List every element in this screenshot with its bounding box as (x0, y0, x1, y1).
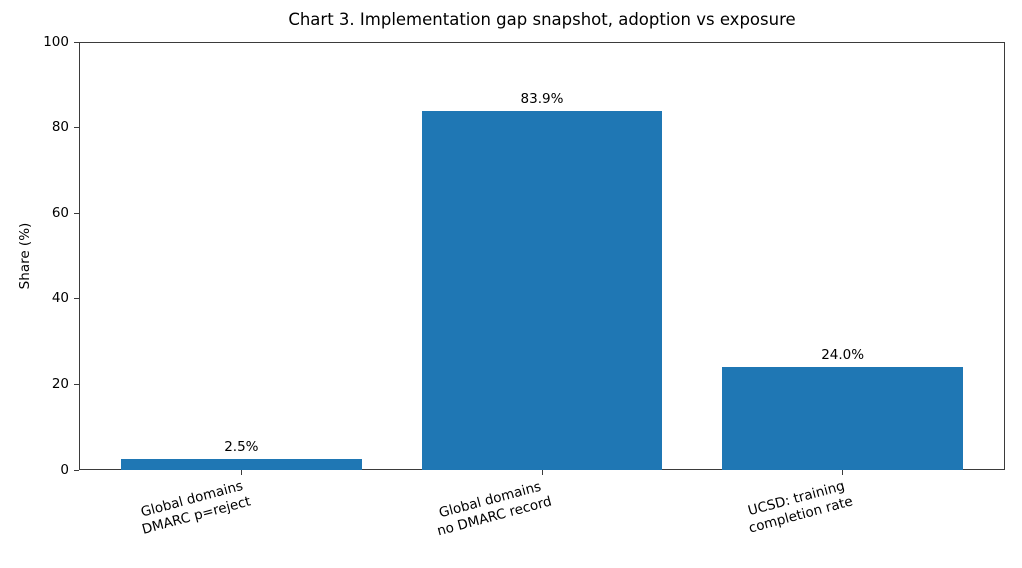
y-tick-mark (74, 383, 79, 385)
bar-value-label: 83.9% (520, 90, 564, 107)
bar (421, 110, 663, 470)
y-tick-label: 20 (51, 375, 69, 392)
y-tick-label: 40 (51, 290, 69, 307)
bar-value-label: 24.0% (821, 347, 865, 364)
x-tick-label: Global domains DMARC p=reject (136, 477, 253, 539)
bar-value-label: 2.5% (224, 439, 259, 456)
y-tick-mark (74, 469, 79, 471)
y-tick-mark (74, 127, 79, 129)
bar (722, 367, 963, 470)
y-tick-mark (74, 41, 79, 43)
x-tick-mark (240, 470, 242, 475)
y-tick-label: 80 (51, 119, 69, 136)
y-tick-label: 60 (51, 204, 69, 221)
x-tick-mark (541, 470, 543, 475)
y-axis-label: Share (%) (17, 222, 33, 290)
x-tick-label: UCSD: training completion rate (742, 477, 854, 538)
y-tick-mark (74, 298, 79, 300)
x-tick-label: Global domains no DMARC record (431, 477, 554, 540)
bar (121, 459, 362, 470)
y-tick-mark (74, 212, 79, 214)
chart-title: Chart 3. Implementation gap snapshot, ad… (288, 10, 796, 29)
y-tick-label: 0 (60, 461, 69, 478)
y-tick-label: 100 (43, 33, 69, 50)
x-tick-mark (842, 470, 844, 475)
